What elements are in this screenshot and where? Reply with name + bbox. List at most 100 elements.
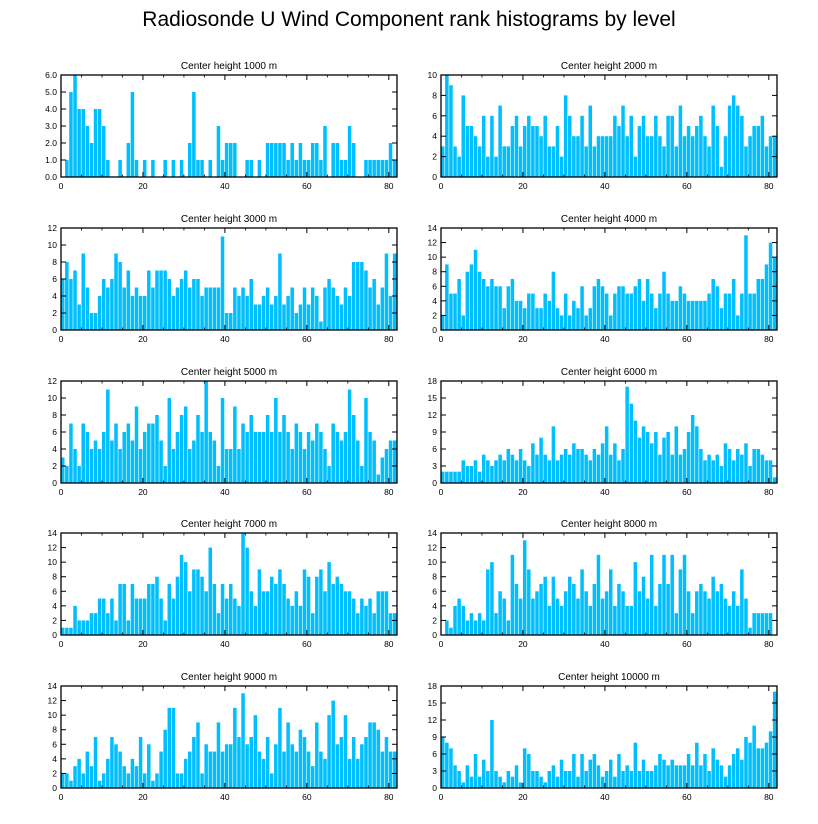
panel: Center height 2000 m 0 2 4 6 8 10 0 20 40 60 80 xyxy=(428,61,778,191)
histogram-bar xyxy=(588,105,593,177)
histogram-bar xyxy=(343,287,348,330)
histogram-bar xyxy=(114,423,118,483)
histogram-bar xyxy=(245,547,249,635)
histogram-bar xyxy=(73,449,77,483)
histogram-bar xyxy=(772,691,777,788)
histogram-bar xyxy=(159,751,163,788)
histogram-bar xyxy=(179,773,184,788)
histogram-bar xyxy=(621,591,625,635)
histogram-bar xyxy=(506,620,511,635)
histogram-bar xyxy=(658,293,662,330)
histogram-bar xyxy=(641,115,646,177)
histogram-bar xyxy=(506,146,511,177)
histogram-bar xyxy=(633,156,638,177)
histogram-bar xyxy=(298,605,303,635)
histogram-bar xyxy=(339,304,344,330)
histogram-bar xyxy=(224,143,229,177)
histogram-bar xyxy=(522,460,527,483)
histogram-bar xyxy=(241,423,245,483)
histogram-bar xyxy=(502,598,506,635)
histogram-bar xyxy=(711,279,715,330)
histogram-bar xyxy=(229,744,233,788)
histogram-bar xyxy=(339,440,344,483)
histogram-bar xyxy=(212,440,217,483)
histogram-bar xyxy=(682,136,687,177)
histogram-bar xyxy=(592,754,597,788)
histogram-bar xyxy=(617,286,621,330)
histogram-bar xyxy=(445,620,449,635)
panel: Center height 9000 m 0 2 4 6 8 10 12 14 0 20 40 60 80 xyxy=(48,672,398,802)
histogram-bar xyxy=(592,286,597,330)
histogram-bar xyxy=(89,766,94,788)
x-tick-label: 40 xyxy=(600,639,610,649)
histogram-bar xyxy=(473,249,478,330)
histogram-bar xyxy=(441,737,445,788)
histogram-bar xyxy=(641,759,646,788)
histogram-bar xyxy=(69,780,73,788)
histogram-bar xyxy=(65,160,69,177)
y-tick-label: 12 xyxy=(48,223,58,233)
x-tick-label: 20 xyxy=(138,334,148,344)
y-tick-label: 8 xyxy=(432,267,437,277)
histogram-bar xyxy=(372,160,376,177)
panel: Center height 8000 m 0 2 4 6 8 10 12 14 0 20 40 60 80 xyxy=(428,519,778,649)
histogram-bar xyxy=(196,160,200,177)
histogram-bar xyxy=(731,279,736,330)
x-tick-label: 40 xyxy=(600,334,610,344)
histogram-bar xyxy=(323,449,327,483)
panel: Center height 4000 m 0 2 4 6 8 10 12 14 0 20 40 60 80 xyxy=(428,214,778,344)
histogram-bar xyxy=(465,466,470,483)
histogram-bar xyxy=(331,143,335,177)
histogram-bar xyxy=(351,415,356,483)
histogram-bar xyxy=(477,271,482,330)
histogram-bar xyxy=(380,591,385,635)
histogram-bar xyxy=(469,776,474,788)
histogram-bar xyxy=(61,279,65,330)
histogram-bar xyxy=(126,773,131,788)
histogram-bar xyxy=(302,160,307,177)
histogram-bar xyxy=(695,126,699,177)
histogram-bar xyxy=(167,279,172,330)
y-tick-label: 6 xyxy=(432,749,437,759)
x-tick-label: 80 xyxy=(384,639,394,649)
histogram-bar xyxy=(576,136,580,177)
y-tick-label: 12 xyxy=(428,543,438,553)
histogram-bar xyxy=(245,744,249,788)
histogram-bar xyxy=(134,406,139,483)
histogram-bar xyxy=(286,432,290,483)
histogram-bar xyxy=(290,449,294,483)
histogram-bar xyxy=(494,613,498,635)
y-tick-label: 3 xyxy=(432,766,437,776)
histogram-bar xyxy=(531,443,535,483)
histogram-bar xyxy=(678,569,683,635)
histogram-bar xyxy=(323,758,327,788)
y-tick-label: 10 xyxy=(428,70,438,80)
histogram-bar xyxy=(740,759,744,788)
histogram-bar xyxy=(77,304,81,330)
histogram-bar xyxy=(269,304,274,330)
panel-title: Center height 6000 m xyxy=(561,367,657,378)
histogram-bar xyxy=(196,722,200,788)
histogram-bar xyxy=(707,146,711,177)
histogram-bar xyxy=(649,136,654,177)
histogram-bar xyxy=(543,576,547,635)
y-tick-label: 8 xyxy=(52,410,57,420)
histogram-bar xyxy=(241,533,245,635)
histogram-bar xyxy=(175,432,180,483)
histogram-bar xyxy=(572,300,576,330)
histogram-bar xyxy=(707,771,711,788)
histogram-bar xyxy=(265,737,270,788)
histogram-bar xyxy=(269,773,274,788)
x-tick-label: 20 xyxy=(138,487,148,497)
histogram-bar xyxy=(188,143,192,177)
histogram-bar xyxy=(179,554,184,635)
histogram-bar xyxy=(97,780,102,788)
histogram-bar xyxy=(319,569,323,635)
y-tick-label: 14 xyxy=(428,223,438,233)
x-tick-label: 80 xyxy=(764,792,774,802)
histogram-bar xyxy=(736,748,740,788)
histogram-bar xyxy=(613,443,617,483)
histogram-bar xyxy=(744,146,748,177)
histogram-bar xyxy=(134,766,139,788)
histogram-bar xyxy=(510,454,515,483)
